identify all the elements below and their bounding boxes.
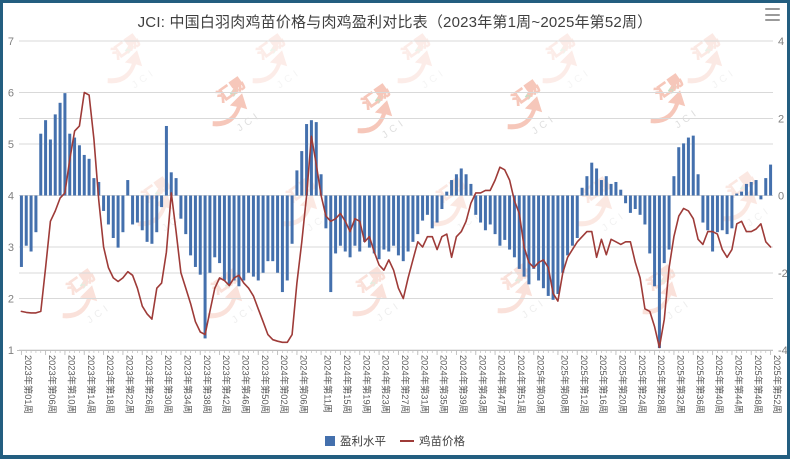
svg-text:2024年第15周: 2024年第15周 — [342, 355, 353, 414]
svg-text:2024年第27周: 2024年第27周 — [400, 355, 411, 414]
svg-text:JCI: JCI — [600, 210, 628, 234]
svg-text:2025年第48周: 2025年第48周 — [753, 355, 764, 414]
svg-text:JCI: JCI — [565, 67, 593, 91]
x-axis: 2023年第01周 2023年第06周 2023年第10周 2023年第14周 2023… — [17, 350, 783, 414]
svg-text:2: 2 — [778, 113, 784, 125]
left-axis-labels: 7 6 5 4 3 2 1 — [8, 36, 14, 357]
svg-text:2024年第39周: 2024年第39周 — [458, 355, 469, 414]
svg-text:2023年第46周: 2023年第46周 — [240, 355, 251, 414]
svg-text:JCI: JCI — [130, 67, 158, 91]
svg-text:2: 2 — [8, 294, 14, 306]
chart-canvas[interactable]: 汇易JCI汇易JCI汇易JCI汇易JCI汇易JCI汇易JCI汇易JCI汇易JCI… — [3, 3, 790, 459]
svg-text:2024年第19周: 2024年第19周 — [361, 355, 372, 414]
svg-text:2024年第06周: 2024年第06周 — [298, 355, 309, 414]
svg-text:2023年第30周: 2023年第30周 — [163, 355, 174, 414]
svg-text:5: 5 — [8, 139, 14, 151]
svg-text:JCI: JCI — [665, 298, 693, 322]
svg-text:2023年第14周: 2023年第14周 — [86, 355, 97, 414]
svg-text:JCI: JCI — [520, 297, 548, 321]
svg-text:4: 4 — [8, 191, 14, 203]
svg-text:2025年第32周: 2025年第32周 — [675, 355, 686, 414]
svg-text:2024年第47周: 2024年第47周 — [497, 355, 508, 414]
gridlines — [19, 40, 773, 351]
svg-text:2025年第12周: 2025年第12周 — [579, 355, 590, 414]
svg-text:JCI: JCI — [275, 67, 303, 91]
line-swatch-icon — [400, 439, 414, 443]
legend-item-price[interactable]: 鸡苗价格 — [400, 433, 465, 449]
svg-text:JCI: JCI — [235, 110, 263, 134]
svg-text:JCI: JCI — [230, 302, 258, 326]
svg-text:JCI: JCI — [380, 117, 408, 141]
svg-text:2025年第52周: 2025年第52周 — [772, 355, 783, 414]
svg-text:2025年第08周: 2025年第08周 — [559, 355, 570, 414]
bar-swatch-icon — [325, 436, 335, 446]
svg-text:2023年第38周: 2023年第38周 — [202, 355, 213, 414]
svg-text:2023年第06周: 2023年第06周 — [47, 355, 58, 414]
svg-text:2023年第50周: 2023年第50周 — [260, 355, 271, 414]
svg-text:4: 4 — [778, 36, 784, 48]
svg-text:JCI: JCI — [375, 300, 403, 324]
svg-text:-4: -4 — [778, 345, 788, 357]
svg-text:2025年第20周: 2025年第20周 — [617, 355, 628, 414]
svg-text:2024年第02周: 2024年第02周 — [279, 355, 290, 414]
chart-title: JCI: 中国白羽肉鸡苗价格与肉鸡盈利对比表（2023年第1周~2025年第52… — [137, 14, 653, 31]
svg-text:2024年第11周: 2024年第11周 — [323, 355, 334, 413]
svg-text:1: 1 — [8, 345, 14, 357]
right-axis-labels: 4 2 0 -2 -4 — [778, 36, 788, 357]
svg-text:JCI: JCI — [420, 67, 448, 91]
svg-text:2025年第24周: 2025年第24周 — [637, 355, 648, 414]
svg-text:JCI: JCI — [710, 67, 738, 91]
svg-text:2024年第43周: 2024年第43周 — [477, 355, 488, 414]
svg-text:JCI: JCI — [85, 302, 113, 326]
svg-text:2025年第36周: 2025年第36周 — [695, 355, 706, 414]
hamburger-menu-icon[interactable] — [765, 8, 780, 21]
svg-text:2024年第51周: 2024年第51周 — [516, 355, 527, 414]
svg-text:2023年第34周: 2023年第34周 — [182, 355, 193, 414]
svg-text:2023年第26周: 2023年第26周 — [144, 355, 155, 414]
svg-text:2024年第23周: 2024年第23周 — [381, 355, 392, 414]
bar-series — [19, 93, 773, 349]
legend-label-price: 鸡苗价格 — [419, 436, 465, 448]
svg-text:2025年第03周: 2025年第03周 — [535, 355, 546, 414]
svg-text:3: 3 — [8, 242, 14, 254]
line-series — [20, 91, 772, 349]
svg-text:2023年第42周: 2023年第42周 — [221, 355, 232, 414]
legend-label-profit: 盈利水平 — [340, 436, 386, 448]
svg-text:0: 0 — [778, 191, 784, 203]
svg-text:7: 7 — [8, 36, 14, 48]
svg-text:2023年第01周: 2023年第01周 — [23, 355, 34, 414]
svg-text:2025年第28周: 2025年第28周 — [656, 355, 667, 414]
svg-text:JCI: JCI — [530, 113, 558, 137]
svg-text:6: 6 — [8, 88, 14, 100]
svg-text:2025年第16周: 2025年第16周 — [598, 355, 609, 414]
svg-text:2024年第31周: 2024年第31周 — [419, 355, 430, 414]
svg-text:2023年第18周: 2023年第18周 — [105, 355, 116, 414]
svg-text:2023年第10周: 2023年第10周 — [66, 355, 77, 414]
svg-text:2023年第22周: 2023年第22周 — [124, 355, 135, 414]
svg-text:2025年第40周: 2025年第40周 — [714, 355, 725, 414]
svg-text:-2: -2 — [778, 268, 788, 280]
svg-text:JCI: JCI — [305, 210, 333, 234]
chart-legend: 盈利水平 鸡苗价格 — [3, 433, 787, 449]
legend-item-profit[interactable]: 盈利水平 — [325, 433, 386, 449]
svg-text:2024年第35周: 2024年第35周 — [439, 355, 450, 414]
svg-text:2025年第44周: 2025年第44周 — [733, 355, 744, 414]
